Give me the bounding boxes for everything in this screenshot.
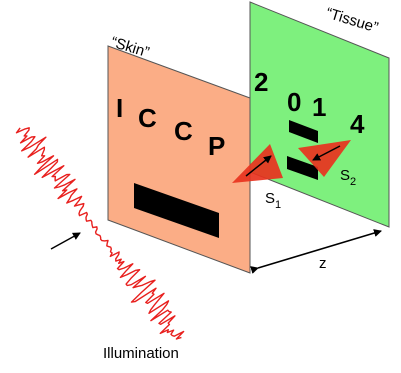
skin-letter-2: C xyxy=(174,116,193,146)
s2-arrow xyxy=(312,145,341,161)
s2-triangle xyxy=(298,140,351,177)
tissue-bar-upper xyxy=(289,120,318,143)
skin-letter-0: I xyxy=(116,93,123,123)
s2-label: S2 xyxy=(340,167,356,188)
s1-arrow xyxy=(245,155,272,177)
z-label: z xyxy=(319,255,327,272)
tissue-label: “Tissue” xyxy=(324,5,380,37)
s1-triangle xyxy=(232,144,283,183)
tissue-digit-1: 0 xyxy=(287,87,301,117)
tissue-digit-0: 2 xyxy=(254,67,268,97)
skin-bar xyxy=(134,183,219,238)
tissue-digit-2: 1 xyxy=(312,92,326,122)
skin-letter-3: P xyxy=(208,131,225,161)
z-arrow xyxy=(250,229,382,274)
illumination-arrow xyxy=(50,232,81,250)
illumination-wave xyxy=(15,127,185,340)
skin-panel xyxy=(107,45,251,274)
tissue-bar-lower xyxy=(287,156,318,180)
tissue-digit-3: 4 xyxy=(350,109,365,139)
skin-letter-1: C xyxy=(138,103,157,133)
s1-label: S1 xyxy=(265,190,281,211)
illumination-label: Illumination xyxy=(103,345,179,362)
